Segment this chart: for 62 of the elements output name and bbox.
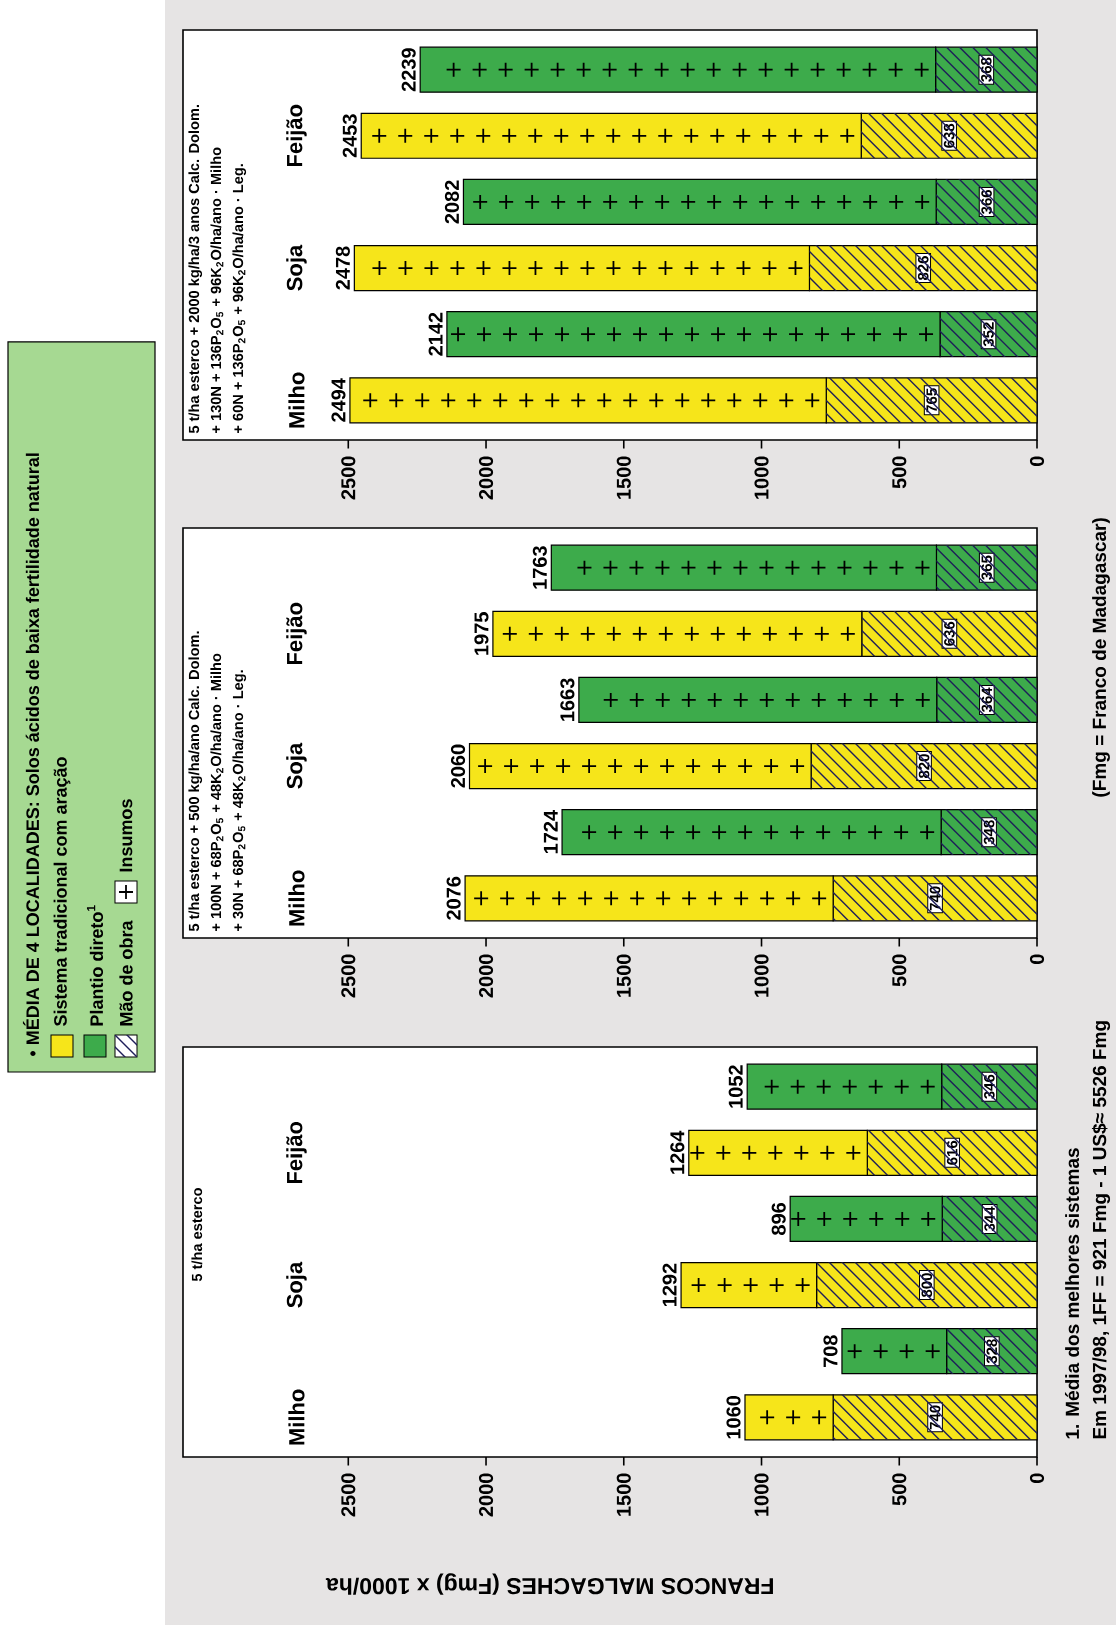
y-tick-label: Soja (286, 742, 307, 789)
total-label: 2239 (401, 48, 416, 92)
total-label: 1663 (560, 678, 575, 721)
x-tick-label: 1500 (616, 1473, 631, 1516)
total-label: 2478 (335, 246, 350, 290)
text: 1. Média dos melhores sistemas (1064, 1148, 1080, 1439)
total-label: 2453 (342, 114, 357, 158)
total-label: 708 (823, 1335, 838, 1368)
x-axis-title: FRANCOS MALGACHES (Fmg) x 1000/ha (325, 1573, 773, 1595)
x-tick-label: 1500 (616, 954, 631, 997)
y-tick-label: Milho (288, 372, 305, 428)
annotation: + 130N + 136P$_{2}$O$_{5}$ + 96K$_{2}$O/ha/ano · Milho (210, 147, 224, 433)
annotation: 5 t/ha esterco + 500 kg/ha/ano Calc. Dolom. (188, 631, 203, 932)
total-label: 1763 (532, 546, 547, 589)
text: Sistema tradicional com aração (53, 757, 71, 1027)
total-label: 2494 (331, 378, 346, 422)
data-label: 740 (929, 1405, 941, 1430)
y-tick-label: Milho (288, 870, 305, 926)
x-tick-label: 2500 (341, 456, 356, 500)
total-label: 1264 (670, 1130, 685, 1174)
annotation: + 100N + 68P$_{2}$O$_{5}$ + 48K$_{2}$O/ha/ano · Milho (210, 653, 224, 931)
y-tick-label: Soja (286, 1261, 307, 1308)
x-tick-label: 0 (1029, 1473, 1045, 1483)
text: Insumos (119, 799, 133, 872)
total-label: 2060 (450, 744, 466, 788)
x-tick-label: 1000 (754, 1473, 769, 1516)
annotation: 5 t/ha esterco (191, 1188, 203, 1282)
x-tick-label: 1500 (616, 456, 631, 499)
total-label: 1975 (474, 612, 489, 655)
x-tick-label: 500 (892, 456, 907, 489)
y-tick-label: Milho (288, 1389, 305, 1445)
x-tick-label: 2000 (478, 1473, 494, 1517)
total-label: 896 (771, 1202, 786, 1235)
annotation: + 30N + 68P$_{2}$O$_{5}$ + 48K$_{2}$O/ha/ano · Leg. (232, 670, 247, 931)
text: Mão de obra (119, 920, 133, 1026)
text: Plantio direto$^{1}$ (86, 905, 104, 1026)
x-tick-label: 1000 (754, 456, 769, 499)
total-label: 2082 (444, 180, 460, 224)
x-tick-label: 500 (892, 1473, 907, 1506)
total-label: 1724 (543, 810, 558, 854)
x-tick-label: 2500 (341, 954, 356, 998)
total-label: 1060 (726, 1395, 741, 1439)
text: • MÉDIA DE 4 LOCALIDADES: Solos ácidos de baixa fertilidade natural (22, 453, 40, 1057)
x-tick-label: 2500 (341, 1473, 356, 1517)
y-tick-label: Feijão (286, 104, 307, 167)
annotation: + 60N + 136P$_{2}$O$_{5}$ + 96K$_{2}$O/ha/ano · Leg. (232, 164, 247, 433)
total-label: 2076 (446, 876, 461, 920)
text: Em 1997/98, 1FF = 921 Fmg - 1 US$≈ 5526 Fmg (1091, 1021, 1111, 1439)
annotation: 5 t/ha esterco + 2000 kg/ha/3 anos Calc. Dolom. (188, 105, 203, 434)
y-tick-label: Feijão (286, 602, 307, 665)
y-tick-label: Soja (286, 244, 307, 291)
x-tick-label: 2000 (478, 456, 494, 500)
x-tick-label: 2000 (478, 954, 494, 998)
y-tick-label: Feijão (286, 1121, 307, 1184)
x-tick-label: 0 (1029, 954, 1045, 964)
x-tick-label: 0 (1029, 456, 1045, 466)
x-tick-label: 1000 (754, 954, 769, 997)
x-tick-label: 500 (892, 954, 907, 987)
text: (Fmg = Franco de Madagascar) (1092, 518, 1110, 797)
total-label: 1292 (662, 1263, 677, 1307)
total-label: 2142 (428, 312, 443, 356)
total-label: 1052 (728, 1065, 743, 1108)
